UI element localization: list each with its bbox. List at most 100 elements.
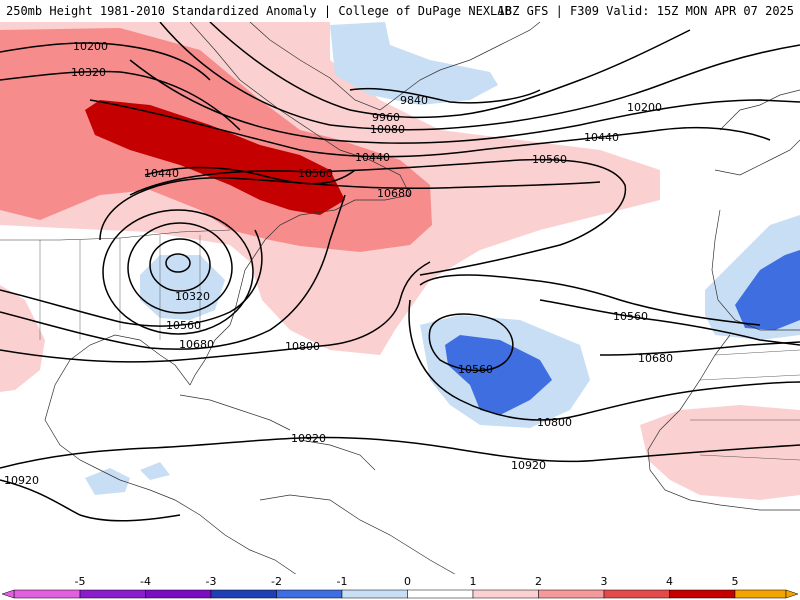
colorbar-segment	[145, 589, 212, 599]
colorbar-tick-label: -3	[206, 575, 217, 588]
uk-coast-south	[714, 139, 800, 176]
map-title: 250mb Height 1981-2010 Standardized Anom…	[6, 4, 512, 18]
south-america-coast	[259, 494, 461, 577]
contour-label: 10680	[638, 352, 673, 365]
anomaly-map: 10200 10320 9840 9960 10080 10200 10440 …	[0, 22, 800, 577]
contour-10680-atlantic	[419, 274, 761, 326]
contour-label: 10320	[71, 66, 106, 79]
colorbar-max-arrow	[785, 589, 799, 599]
anomaly-colorbar: -5 -4 -3 -2 -1 0 1 2 3 4 5	[0, 574, 800, 600]
low-center-inner	[165, 253, 191, 273]
colorbar-segment	[13, 589, 81, 599]
contour-10200-east	[129, 59, 800, 144]
contour-10440-south	[144, 166, 356, 185]
us-east-coast	[189, 209, 336, 386]
colorbar-tick-label: 0	[404, 575, 411, 588]
contour-10200-west	[0, 42, 211, 81]
colorbar-segment	[538, 589, 605, 599]
colorbar-segment	[79, 589, 146, 599]
contour-10800-atlantic	[408, 299, 800, 421]
low-contour-3	[102, 209, 254, 335]
colorbar-ticks: -5 -4 -3 -2 -1 0 1 2 3 4 5	[75, 575, 739, 588]
colorbar-min-arrow	[1, 589, 15, 599]
contour-10080	[159, 22, 800, 131]
contour-label: 9840	[400, 94, 428, 107]
model-run-info: 18Z GFS | F309 Valid: 15Z MON APR 07 202…	[497, 4, 794, 18]
contour-label: 10560	[532, 153, 567, 166]
negative-anomaly-greenland	[330, 22, 498, 105]
caribbean-islands	[299, 439, 376, 471]
geography	[0, 22, 800, 577]
contour-label: 10560	[298, 167, 333, 180]
contour-10320-west	[0, 70, 241, 131]
colorbar-segment	[276, 589, 343, 599]
contour-label: 10920	[511, 459, 546, 472]
contour-label: 10800	[537, 416, 572, 429]
contour-label: 10800	[285, 340, 320, 353]
contour-9960	[209, 22, 691, 119]
cuba-coast	[179, 394, 291, 431]
colorbar-segment	[341, 589, 408, 599]
contour-10560-trough	[129, 158, 627, 276]
negative-anomaly-east-us	[140, 255, 225, 320]
colorbar-segment	[210, 589, 277, 599]
contour-label: 10920	[4, 474, 39, 487]
negative-anomaly-atlantic	[445, 335, 552, 415]
contour-10440-north	[89, 99, 771, 158]
colorbar-tick-label: -1	[337, 575, 348, 588]
us-state-lines	[39, 235, 201, 340]
colorbar-tick-label: -2	[271, 575, 282, 588]
africa-west-coast	[647, 334, 800, 511]
contour-label: 10560	[458, 363, 493, 376]
contour-label: 9960	[372, 111, 400, 124]
low-contour-2	[127, 222, 233, 314]
contour-10920-south	[0, 436, 800, 469]
gulf-coast	[44, 334, 191, 481]
contour-label: 10920	[291, 432, 326, 445]
contour-labels: 10200 10320 9840 9960 10080 10200 10440 …	[4, 40, 673, 487]
contour-10920-far	[0, 479, 181, 522]
positive-anomaly-west	[0, 285, 45, 392]
colorbar-tick-label: -4	[140, 575, 151, 588]
height-contours	[0, 22, 800, 522]
colorbar-tick-label: 1	[470, 575, 477, 588]
contour-label: 10680	[179, 338, 214, 351]
contour-label: 10440	[355, 151, 390, 164]
contour-label: 10080	[370, 123, 405, 136]
contour-10680-east	[599, 341, 800, 356]
contour-label: 10440	[584, 131, 619, 144]
colorbar-tick-label: 5	[732, 575, 739, 588]
contour-10560-east	[539, 299, 800, 346]
contour-label: 10320	[175, 290, 210, 303]
iberia-coast	[711, 209, 800, 331]
colorbar-tick-label: 4	[666, 575, 673, 588]
colorbar-tick-label: -5	[75, 575, 86, 588]
central-america	[119, 479, 301, 577]
colorbar-segment	[407, 589, 474, 599]
africa-borders	[690, 349, 800, 461]
colorbar-segment	[669, 589, 736, 599]
negative-anomaly-iberia	[735, 250, 800, 330]
colorbar-segment	[734, 589, 787, 599]
colorbar-segment	[603, 589, 670, 599]
contour-10560-low	[0, 229, 263, 327]
colorbar-tick-label: 2	[535, 575, 542, 588]
contour-label: 10560	[613, 310, 648, 323]
greenland-coast	[249, 22, 541, 111]
low-contour-1	[149, 238, 211, 292]
colorbar-tick-label: 3	[601, 575, 608, 588]
contour-label: 10200	[627, 101, 662, 114]
labrador-coast	[189, 22, 411, 211]
contour-label: 10200	[73, 40, 108, 53]
positive-anomaly-strong	[85, 100, 345, 215]
contour-label: 10680	[377, 187, 412, 200]
contour-9840	[349, 87, 541, 104]
contour-10800-mid	[0, 261, 431, 363]
negative-anomaly-caribbean-2	[140, 462, 170, 480]
anomaly-shading	[0, 22, 800, 500]
contour-10560-atlantic	[428, 313, 514, 372]
contour-label: 10560	[166, 319, 201, 332]
map-header: 250mb Height 1981-2010 Standardized Anom…	[0, 0, 800, 22]
uk-coast	[719, 89, 800, 131]
colorbar-bar	[1, 589, 799, 599]
